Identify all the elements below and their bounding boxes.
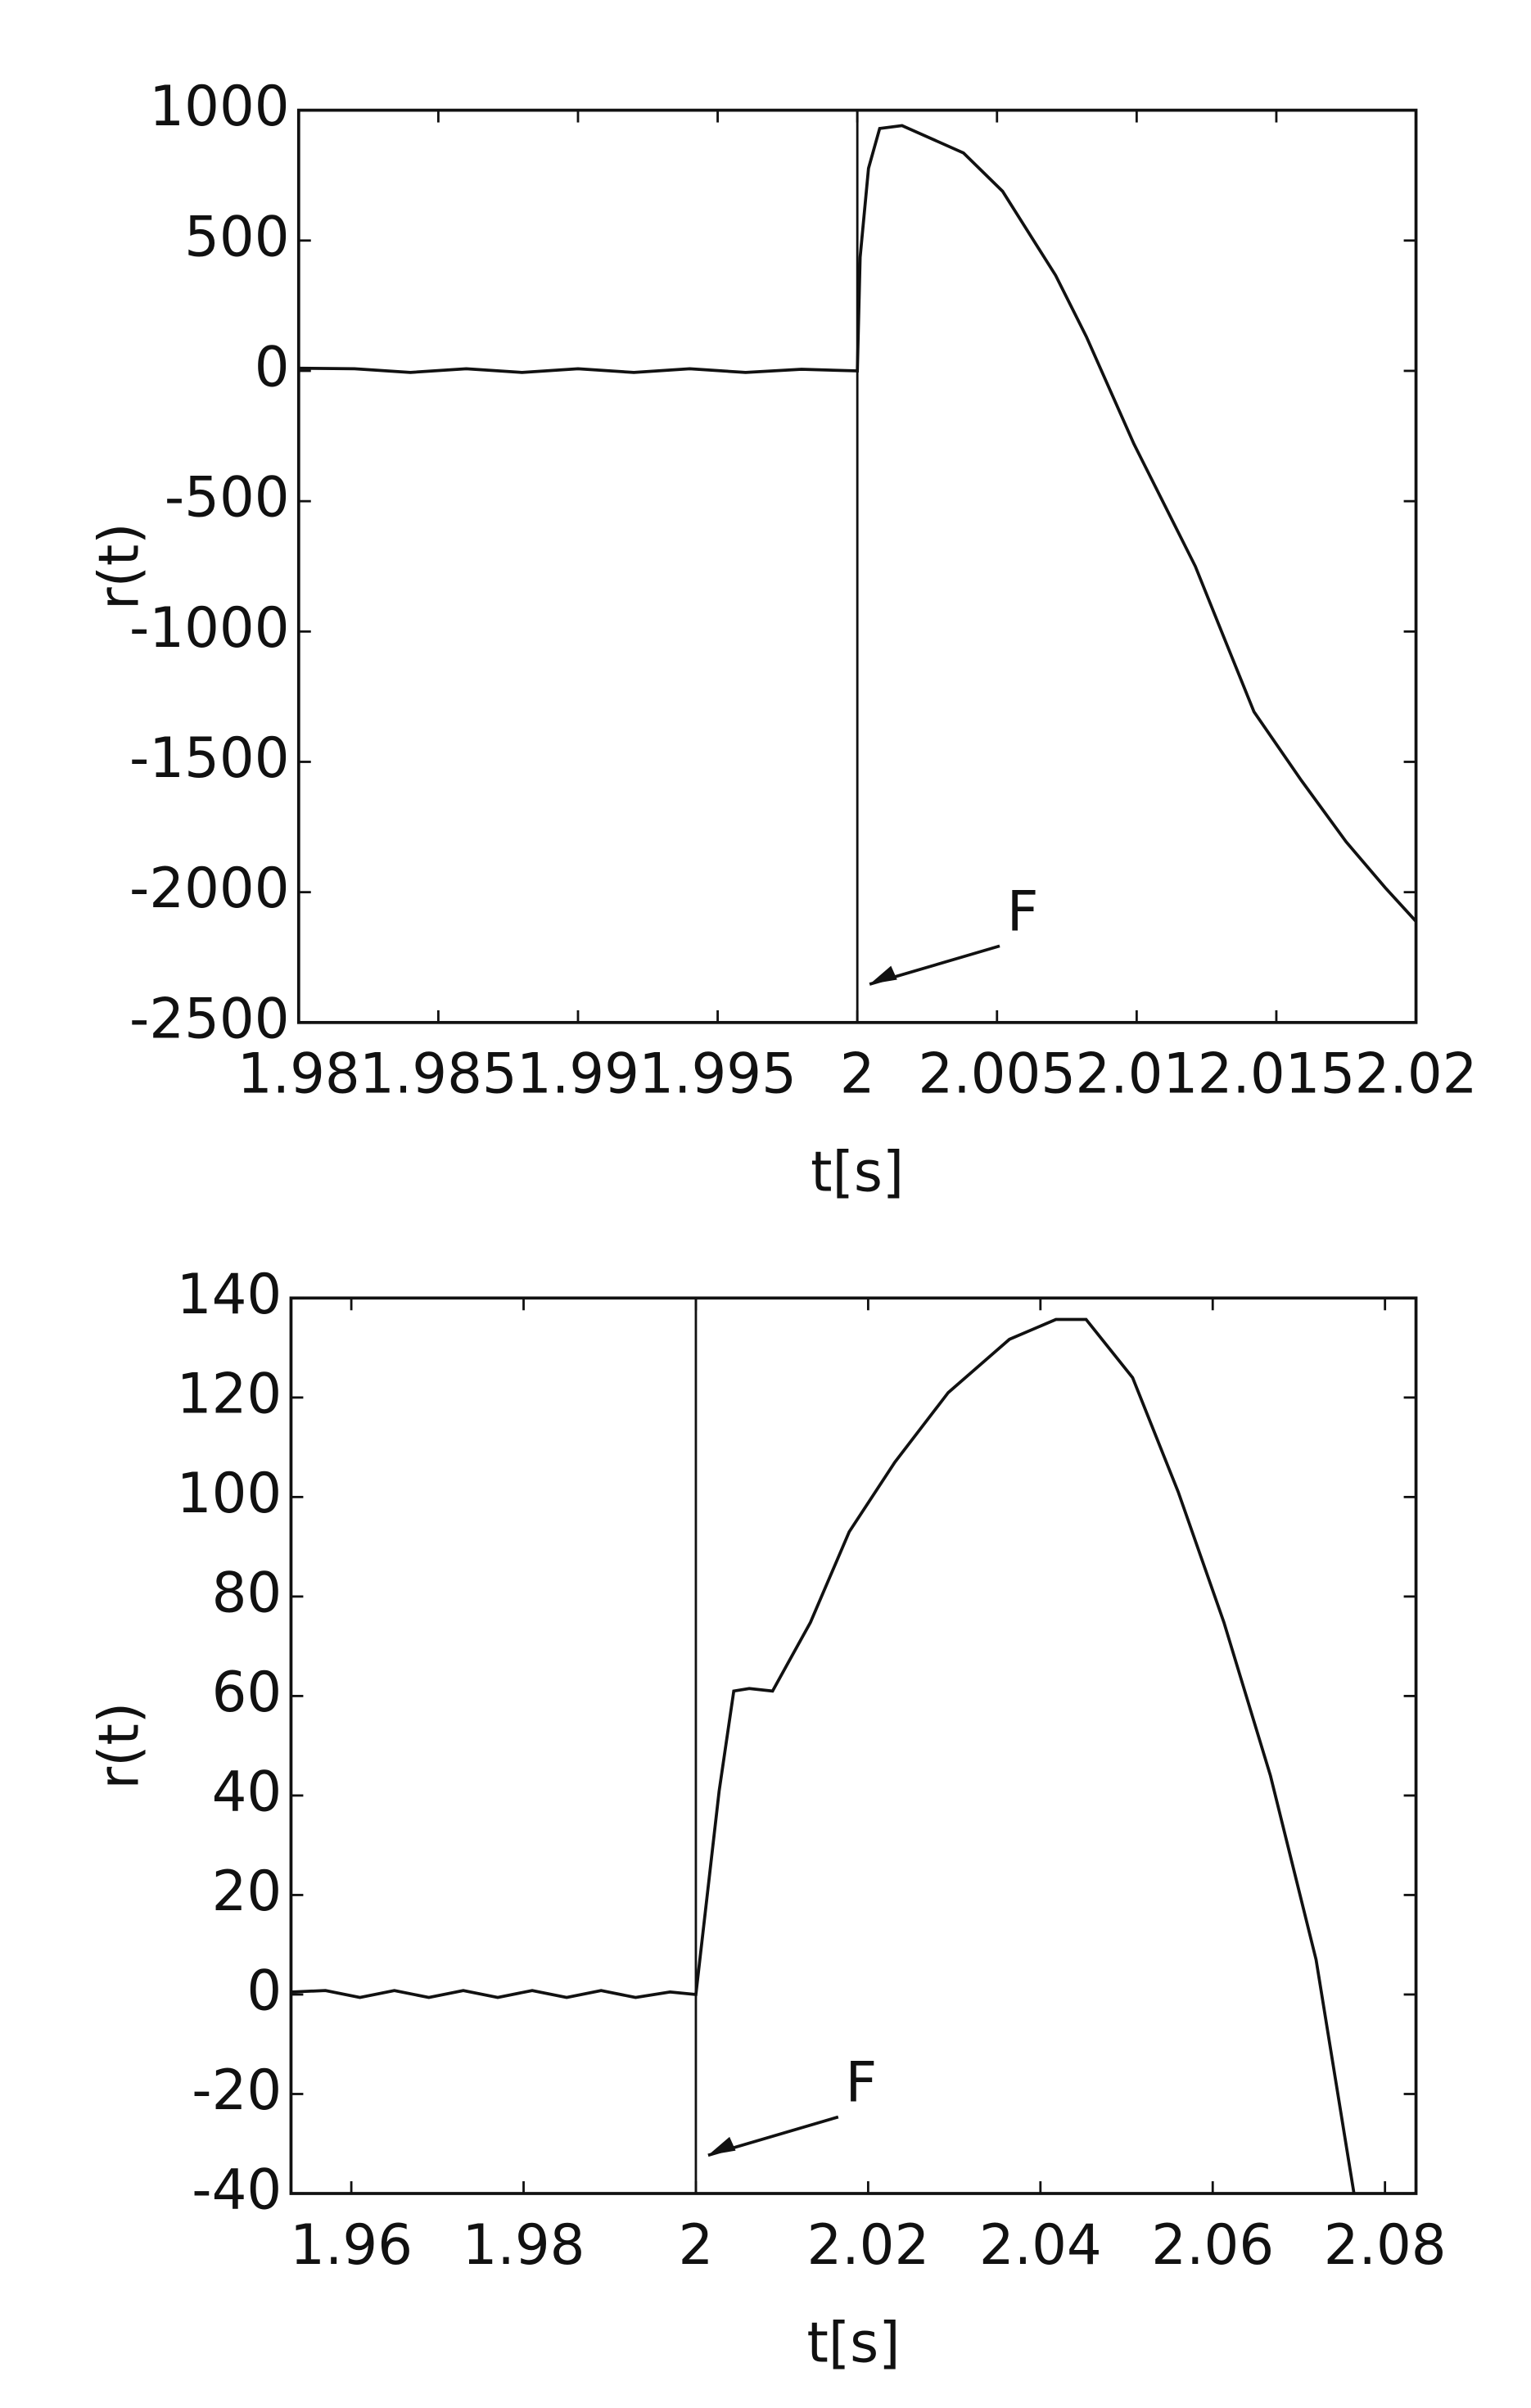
y-axis-label: r(t) bbox=[87, 1702, 151, 1790]
annotation: F bbox=[846, 2051, 878, 2115]
y-tick-label: 80 bbox=[212, 1561, 282, 1624]
x-axis-label: t[s] bbox=[807, 2311, 901, 2375]
annotation-arrowhead bbox=[869, 966, 897, 984]
y-tick-label: 60 bbox=[212, 1660, 282, 1724]
x-tick-label: 2.04 bbox=[979, 2213, 1102, 2277]
y-tick-label: 20 bbox=[212, 1859, 282, 1923]
annotation-arrowhead bbox=[708, 2137, 736, 2155]
y-tick-label: 40 bbox=[212, 1760, 282, 1823]
x-tick-label: 2.015 bbox=[1198, 1042, 1356, 1106]
y-tick-label: 0 bbox=[255, 336, 290, 400]
y-tick-label: -2000 bbox=[129, 856, 290, 920]
y-tick-label: -500 bbox=[165, 466, 290, 530]
x-tick-label: 1.995 bbox=[639, 1042, 797, 1106]
x-tick-label: 1.98 bbox=[237, 1042, 360, 1106]
y-tick-label: 1000 bbox=[149, 75, 289, 138]
x-tick-label: 2 bbox=[840, 1042, 875, 1106]
x-tick-label: 2.08 bbox=[1324, 2213, 1447, 2277]
y-tick-label: -1500 bbox=[129, 726, 290, 790]
x-tick-label: 1.99 bbox=[517, 1042, 639, 1106]
y-tick-label: 120 bbox=[177, 1362, 282, 1425]
chart: 10005000-500-1000-1500-2000-25001.981.98… bbox=[0, 0, 1531, 2405]
x-tick-label: 1.985 bbox=[359, 1042, 517, 1106]
y-tick-label: 140 bbox=[177, 1263, 282, 1326]
y-axis-label: r(t) bbox=[87, 522, 151, 610]
y-tick-label: 500 bbox=[184, 205, 289, 269]
x-tick-label: 2.06 bbox=[1151, 2213, 1274, 2277]
x-tick-label: 2.02 bbox=[1355, 1042, 1478, 1106]
x-tick-label: 2.01 bbox=[1075, 1042, 1198, 1106]
y-tick-label: -1000 bbox=[129, 596, 290, 660]
data-line bbox=[291, 1319, 1353, 2193]
x-tick-label: 2.005 bbox=[918, 1042, 1076, 1106]
x-tick-label: 2.02 bbox=[806, 2213, 929, 2277]
x-tick-label: 1.96 bbox=[290, 2213, 413, 2277]
y-tick-label: 0 bbox=[246, 1959, 282, 2023]
x-tick-label: 1.98 bbox=[463, 2213, 585, 2277]
y-tick-label: 100 bbox=[177, 1462, 282, 1525]
x-axis-label: t[s] bbox=[811, 1140, 904, 1204]
y-tick-label: -40 bbox=[192, 2158, 282, 2222]
x-tick-label: 2 bbox=[679, 2213, 714, 2277]
y-tick-label: -20 bbox=[192, 2058, 282, 2122]
annotation: F bbox=[1007, 880, 1039, 944]
page: {"chart_data": [ {"type": "line", "x_lab… bbox=[0, 0, 1531, 2405]
